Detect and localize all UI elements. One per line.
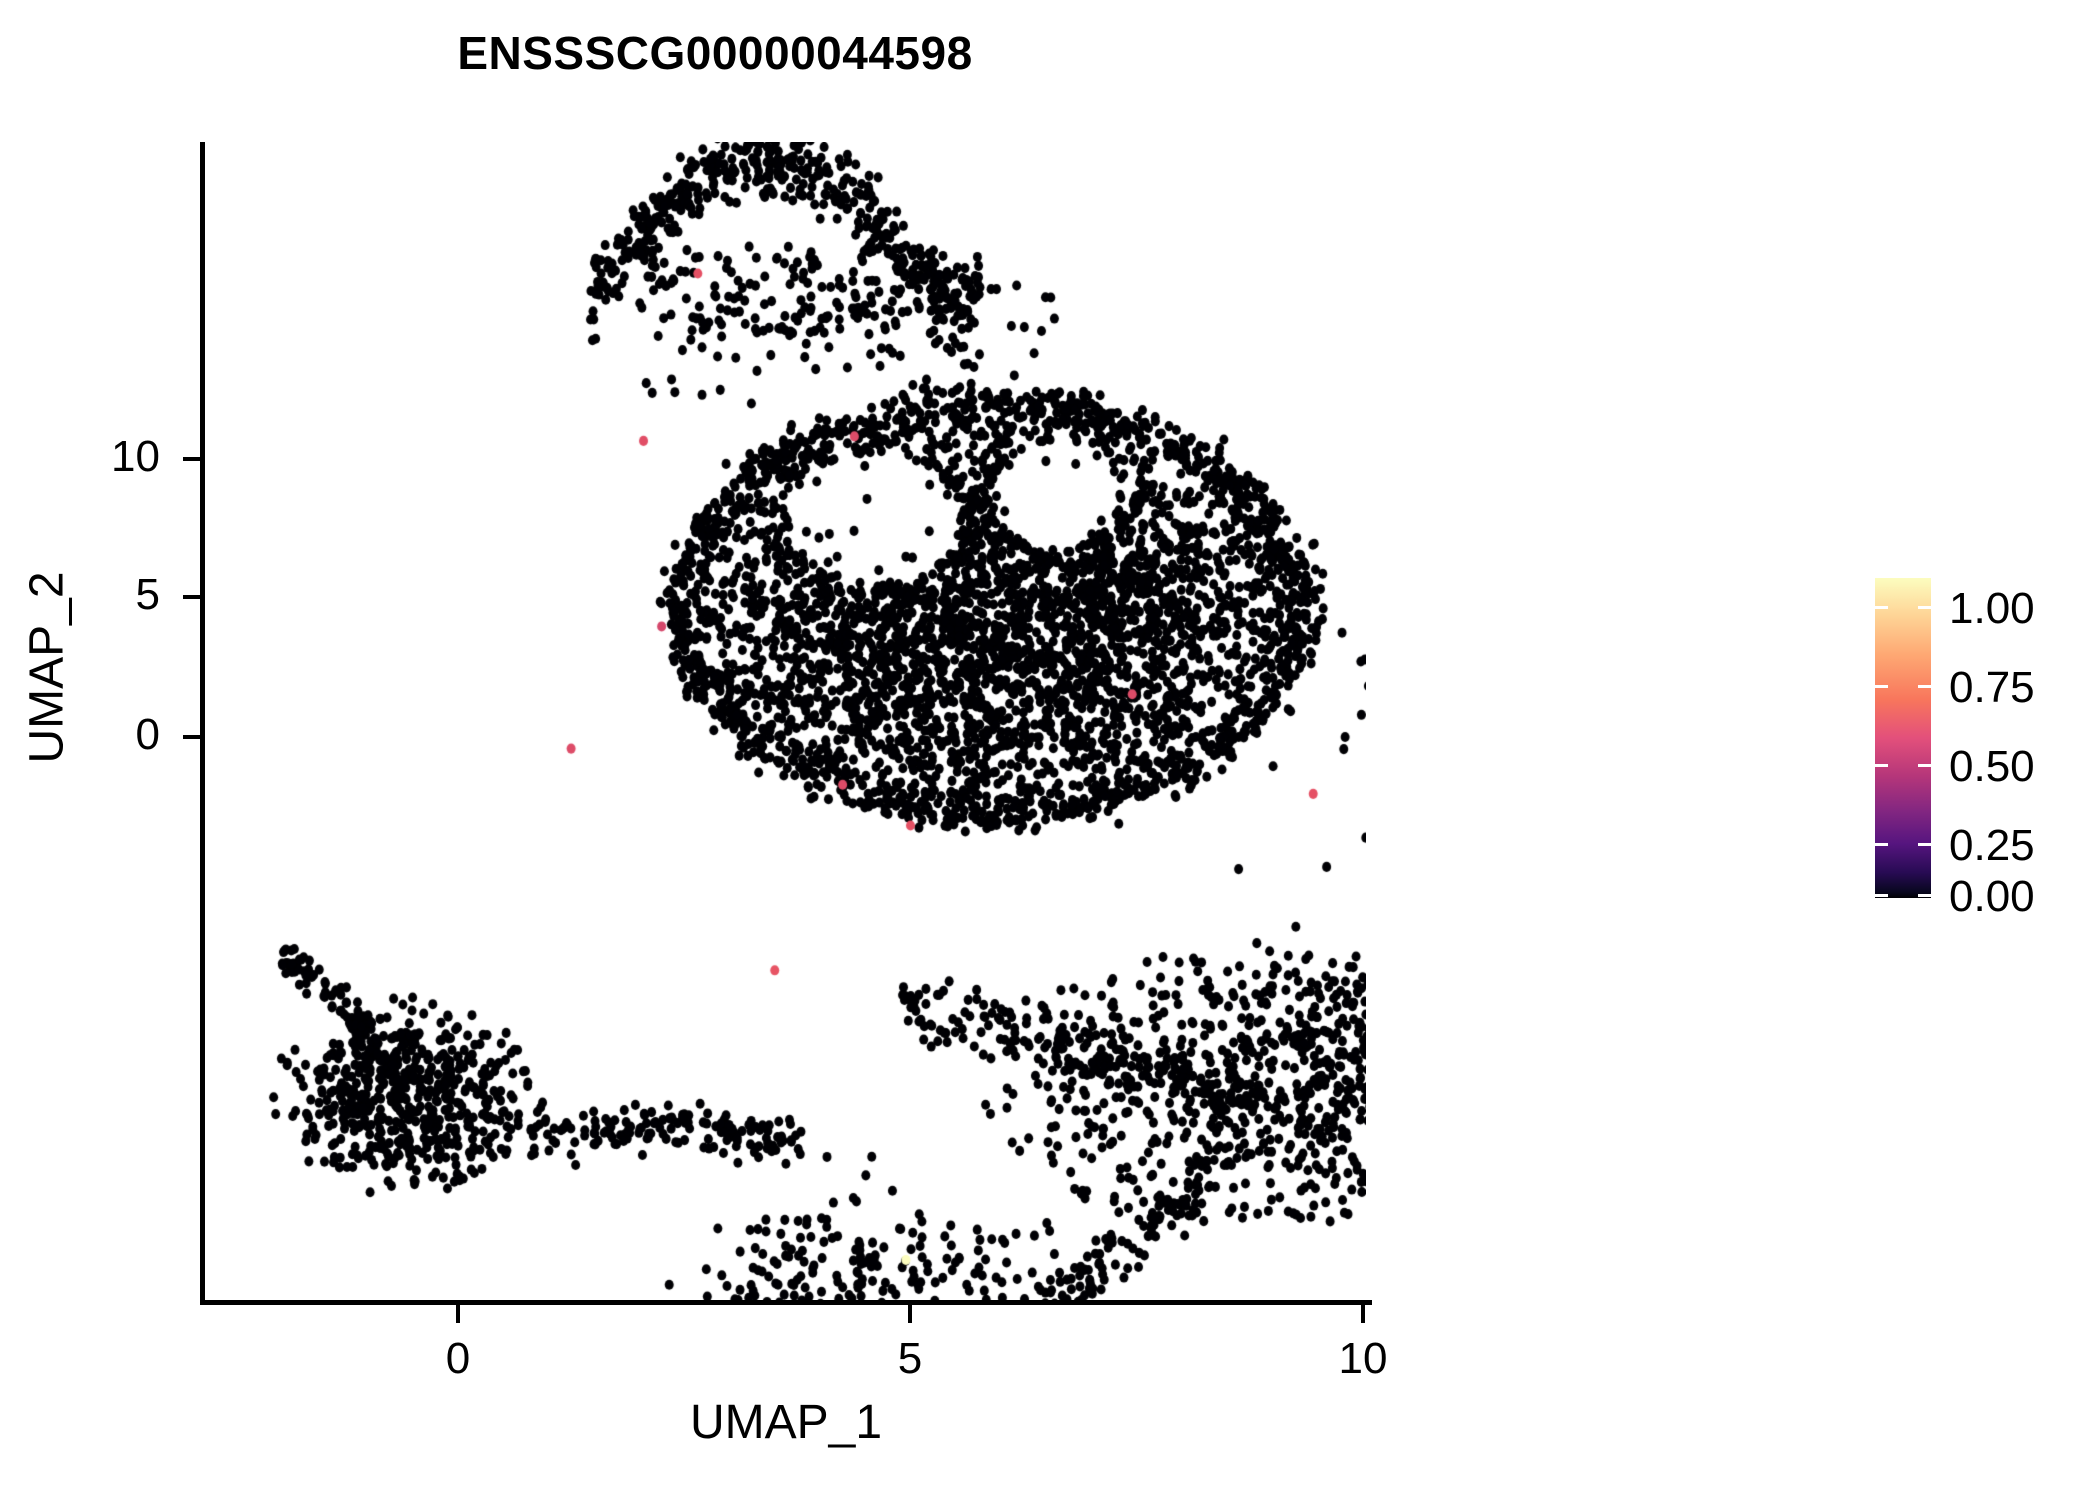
colorbar-tick-right-3 <box>1918 764 1931 767</box>
x-tick-0 <box>456 1305 460 1323</box>
y-tick-label-5: 5 <box>135 570 160 619</box>
colorbar-tick-right-4 <box>1918 843 1931 846</box>
colorbar-tick-left-2 <box>1875 685 1888 688</box>
colorbar-tick-right-2 <box>1918 685 1931 688</box>
x-axis-line <box>200 1300 1372 1305</box>
colorbar-label-050: 0.50 <box>1949 742 2035 791</box>
colorbar-label-100: 1.00 <box>1949 584 2035 633</box>
x-tick-10 <box>1361 1305 1365 1323</box>
colorbar-legend: 1.00 0.75 0.50 0.25 0.00 <box>1875 578 2090 921</box>
page-title: ENSSSCG00000044598 <box>457 27 973 79</box>
colorbar-tick-left-1 <box>1875 606 1888 609</box>
x-tick-5 <box>908 1305 912 1323</box>
y-tick-label-0: 0 <box>135 710 160 759</box>
colorbar-label-000: 0.00 <box>1949 872 2035 921</box>
x-tick-label-5: 5 <box>897 1334 923 1383</box>
y-axis-line <box>200 142 205 1305</box>
y-tick-5 <box>183 595 201 599</box>
colorbar-label-075: 0.75 <box>1949 663 2035 712</box>
x-tick-label-10: 10 <box>1338 1334 1388 1383</box>
y-axis-label: UMAP_2 <box>20 571 74 764</box>
colorbar-tick-left-5 <box>1875 894 1888 897</box>
colorbar-tick-right-5 <box>1918 894 1931 897</box>
colorbar-tick-right-1 <box>1918 606 1931 609</box>
y-tick-10 <box>183 457 201 461</box>
colorbar-label-025: 0.25 <box>1949 821 2035 870</box>
y-tick-0 <box>183 735 201 739</box>
x-axis-label: UMAP_1 <box>689 1396 883 1449</box>
y-tick-label-10: 10 <box>111 432 160 481</box>
x-tick-label-0: 0 <box>445 1334 471 1383</box>
scatter-points-layer <box>204 142 1366 1300</box>
plot-panel <box>204 142 1366 1300</box>
colorbar-tick-left-3 <box>1875 764 1888 767</box>
colorbar-gradient <box>1875 578 1931 898</box>
colorbar-tick-left-4 <box>1875 843 1888 846</box>
